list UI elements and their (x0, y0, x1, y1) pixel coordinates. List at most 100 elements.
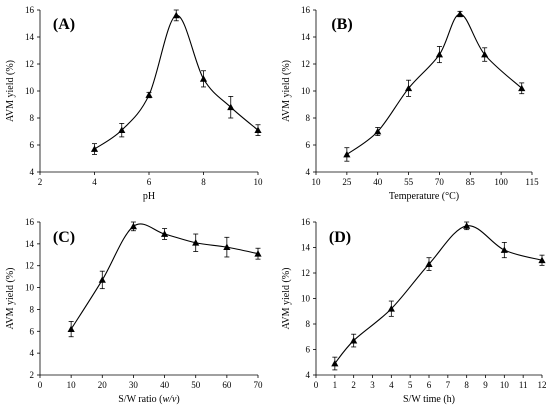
y-axis-title: AVM yield (%) (5, 60, 16, 122)
x-tick-label: 6 (147, 177, 152, 187)
x-tick-label: 4 (92, 177, 97, 187)
y-tick-label: 4 (30, 167, 35, 177)
data-point-marker (374, 127, 382, 135)
y-tick-label: 12 (301, 59, 310, 69)
data-point-marker (456, 10, 464, 17)
x-tick-label: 0 (38, 380, 43, 390)
y-axis-title: AVM yield (%) (281, 60, 292, 122)
x-tick-label: 60 (222, 380, 232, 390)
data-point-marker (343, 150, 351, 158)
x-tick-label: 10 (312, 177, 322, 187)
data-point-marker (129, 222, 138, 230)
y-tick-label: 6 (306, 345, 311, 355)
y-tick-label: 8 (306, 113, 311, 123)
y-tick-label: 16 (301, 5, 311, 15)
data-point-marker (98, 276, 106, 283)
data-point-marker (500, 246, 508, 253)
y-tick-label: 6 (306, 140, 311, 150)
x-tick-label: 7 (446, 380, 451, 390)
y-tick-label: 10 (301, 86, 311, 96)
x-tick-label: 85 (466, 177, 476, 187)
x-tick-label: 10 (254, 177, 264, 187)
data-point-marker (331, 359, 339, 367)
data-point-marker (481, 50, 489, 58)
data-point-marker (387, 305, 395, 312)
y-tick-label: 16 (301, 217, 311, 227)
x-tick-label: 8 (201, 177, 206, 187)
y-tick-label: 14 (25, 239, 35, 249)
data-point-marker (160, 230, 169, 237)
x-tick-label: 11 (519, 380, 528, 390)
data-point-marker (518, 84, 526, 92)
data-point-marker (227, 103, 235, 111)
x-tick-label: 2 (351, 380, 356, 390)
x-tick-label: 3 (370, 380, 375, 390)
series-line (334, 225, 543, 364)
data-point-marker (223, 243, 231, 251)
x-tick-label: 2 (38, 177, 43, 187)
x-tick-label: 50 (191, 380, 201, 390)
y-tick-label: 4 (306, 370, 311, 380)
series-line (346, 13, 523, 155)
data-point-marker (425, 260, 433, 267)
y-tick-label: 10 (301, 294, 311, 304)
y-tick-label: 12 (301, 268, 310, 278)
y-tick-label: 14 (301, 32, 311, 42)
y-tick-label: 6 (30, 326, 35, 336)
y-tick-label: 10 (25, 283, 35, 293)
y-axis-title: AVM yield (%) (281, 267, 292, 329)
y-tick-label: 10 (25, 86, 35, 96)
x-tick-label: 40 (160, 380, 170, 390)
x-tick-label: 40 (373, 177, 383, 187)
data-point-marker (404, 84, 413, 92)
y-tick-label: 8 (306, 319, 311, 329)
x-tick-label: 6 (427, 380, 432, 390)
x-tick-label: 8 (464, 380, 469, 390)
data-point-marker (67, 325, 75, 332)
x-tick-label: 70 (254, 380, 264, 390)
x-tick-label: 10 (67, 380, 77, 390)
x-tick-label: 4 (389, 380, 394, 390)
x-tick-label: 0 (314, 380, 319, 390)
x-axis-title: Temperature (°C) (389, 191, 459, 202)
y-tick-label: 16 (25, 217, 35, 227)
x-tick-label: 115 (525, 177, 539, 187)
data-point-marker (254, 126, 262, 134)
x-tick-label: 70 (435, 177, 445, 187)
data-point-marker (538, 256, 546, 264)
series-line (94, 14, 259, 150)
data-point-marker (350, 336, 358, 344)
y-tick-label: 2 (30, 370, 35, 380)
y-tick-label: 8 (30, 304, 35, 314)
x-tick-label: 25 (342, 177, 352, 187)
x-tick-label: 9 (483, 380, 488, 390)
y-tick-label: 16 (25, 5, 35, 15)
x-tick-label: 20 (98, 380, 108, 390)
data-point-marker (192, 239, 200, 246)
y-tick-label: 4 (30, 348, 35, 358)
y-tick-label: 14 (25, 32, 35, 42)
x-tick-label: 5 (408, 380, 413, 390)
y-tick-label: 4 (306, 167, 311, 177)
x-axis-title: S/W time (h) (403, 394, 455, 405)
x-tick-label: 30 (129, 380, 139, 390)
panel-label: (A) (53, 16, 75, 33)
y-tick-label: 8 (30, 113, 35, 123)
y-tick-label: 14 (301, 243, 311, 253)
chart-panel-2: 10 25 40 55 70 85 100 115 4 6 8 10 12 14 16 Temperature… (281, 5, 539, 202)
x-tick-label: 100 (494, 177, 508, 187)
data-point-marker (199, 75, 208, 82)
data-point-marker (145, 91, 153, 98)
data-point-marker (463, 222, 471, 229)
x-tick-label: 1 (333, 380, 338, 390)
panel-label: (B) (331, 16, 352, 33)
chart-panel-3: 0 10 20 30 40 50 60 70 2 4 6 8 10 12 14 16 S/W ratio (w/… (5, 217, 263, 405)
data-point-marker (118, 126, 126, 134)
x-tick-label: 12 (538, 380, 547, 390)
data-point-marker (172, 11, 180, 19)
panel-label: (C) (53, 229, 75, 246)
y-axis-title: AVM yield (%) (5, 267, 16, 329)
